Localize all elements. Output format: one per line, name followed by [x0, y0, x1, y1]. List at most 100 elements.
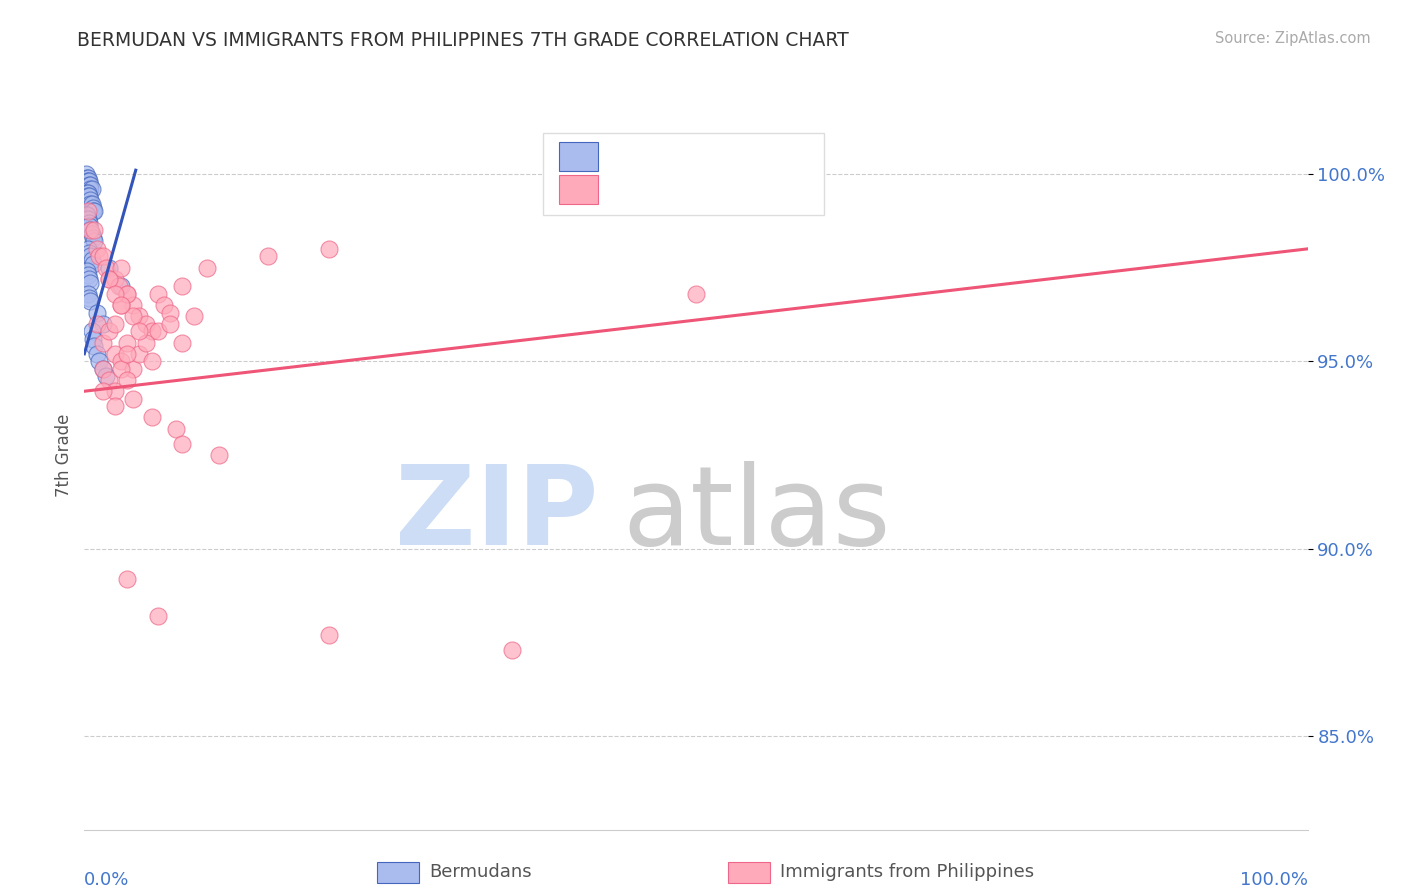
- Point: [128, 324, 150, 338]
- Point: [104, 347, 127, 361]
- Point: [318, 242, 340, 256]
- FancyBboxPatch shape: [560, 176, 598, 204]
- Point: [77, 286, 100, 301]
- Point: [172, 335, 194, 350]
- Point: [77, 245, 100, 260]
- Point: [75, 167, 97, 181]
- Point: [79, 197, 101, 211]
- Point: [77, 211, 100, 226]
- Point: [104, 286, 127, 301]
- Point: [86, 317, 108, 331]
- Point: [77, 272, 100, 286]
- Point: [86, 347, 108, 361]
- Point: [141, 354, 163, 368]
- Point: [110, 354, 132, 368]
- Point: [82, 257, 104, 271]
- Point: [115, 347, 138, 361]
- Text: R = 0.218: R = 0.218: [607, 181, 706, 199]
- Point: [79, 178, 101, 193]
- Point: [79, 182, 101, 196]
- Point: [80, 182, 103, 196]
- Point: [79, 223, 101, 237]
- Point: [77, 186, 100, 200]
- Point: [83, 235, 105, 249]
- Point: [172, 436, 194, 450]
- Point: [104, 272, 127, 286]
- Point: [91, 361, 114, 376]
- Point: [77, 219, 100, 234]
- Text: ZIP: ZIP: [395, 461, 598, 568]
- Point: [91, 361, 114, 376]
- Point: [76, 208, 98, 222]
- Point: [77, 174, 100, 188]
- Point: [77, 204, 100, 219]
- Point: [195, 260, 218, 275]
- Point: [97, 272, 120, 286]
- Point: [115, 373, 138, 387]
- Point: [77, 170, 100, 185]
- FancyBboxPatch shape: [560, 143, 598, 171]
- Point: [82, 230, 104, 244]
- Point: [79, 276, 101, 290]
- Point: [208, 448, 231, 462]
- Point: [153, 298, 176, 312]
- Point: [87, 249, 110, 263]
- Point: [91, 335, 114, 350]
- Point: [122, 310, 145, 324]
- Point: [257, 249, 280, 263]
- Point: [110, 298, 132, 312]
- Point: [104, 399, 127, 413]
- Point: [685, 286, 707, 301]
- Point: [86, 305, 108, 319]
- Point: [96, 260, 118, 275]
- Point: [83, 204, 105, 219]
- Point: [77, 242, 100, 256]
- Point: [172, 279, 194, 293]
- Point: [76, 174, 98, 188]
- Point: [318, 628, 340, 642]
- Point: [146, 609, 169, 624]
- Point: [77, 291, 100, 305]
- Point: [80, 227, 103, 241]
- Point: [79, 294, 101, 309]
- Point: [79, 223, 101, 237]
- Text: 100.0%: 100.0%: [1240, 871, 1308, 888]
- Point: [115, 335, 138, 350]
- Point: [79, 193, 101, 207]
- Point: [87, 354, 110, 368]
- Point: [159, 305, 181, 319]
- Text: Bermudans: Bermudans: [429, 863, 531, 881]
- Point: [128, 347, 150, 361]
- Y-axis label: 7th Grade: 7th Grade: [55, 413, 73, 497]
- Point: [146, 324, 169, 338]
- Point: [183, 310, 205, 324]
- Point: [141, 324, 163, 338]
- Point: [110, 361, 132, 376]
- Point: [76, 170, 98, 185]
- Point: [91, 249, 114, 263]
- Text: N = 63: N = 63: [727, 181, 794, 199]
- Point: [110, 279, 132, 293]
- Point: [82, 201, 104, 215]
- Text: BERMUDAN VS IMMIGRANTS FROM PHILIPPINES 7TH GRADE CORRELATION CHART: BERMUDAN VS IMMIGRANTS FROM PHILIPPINES …: [77, 31, 849, 50]
- Point: [122, 392, 145, 406]
- Point: [97, 373, 120, 387]
- Point: [82, 204, 104, 219]
- Point: [76, 264, 98, 278]
- Point: [77, 216, 100, 230]
- Point: [77, 178, 100, 193]
- Point: [502, 642, 524, 657]
- Point: [104, 384, 127, 399]
- Point: [115, 572, 138, 586]
- Point: [79, 249, 101, 263]
- Text: R = 0.178: R = 0.178: [607, 148, 706, 166]
- Point: [104, 317, 127, 331]
- FancyBboxPatch shape: [543, 133, 824, 215]
- Point: [122, 298, 145, 312]
- Point: [77, 189, 100, 203]
- Point: [122, 361, 145, 376]
- Point: [77, 189, 100, 203]
- Point: [80, 253, 103, 268]
- Point: [83, 339, 105, 353]
- Point: [135, 335, 157, 350]
